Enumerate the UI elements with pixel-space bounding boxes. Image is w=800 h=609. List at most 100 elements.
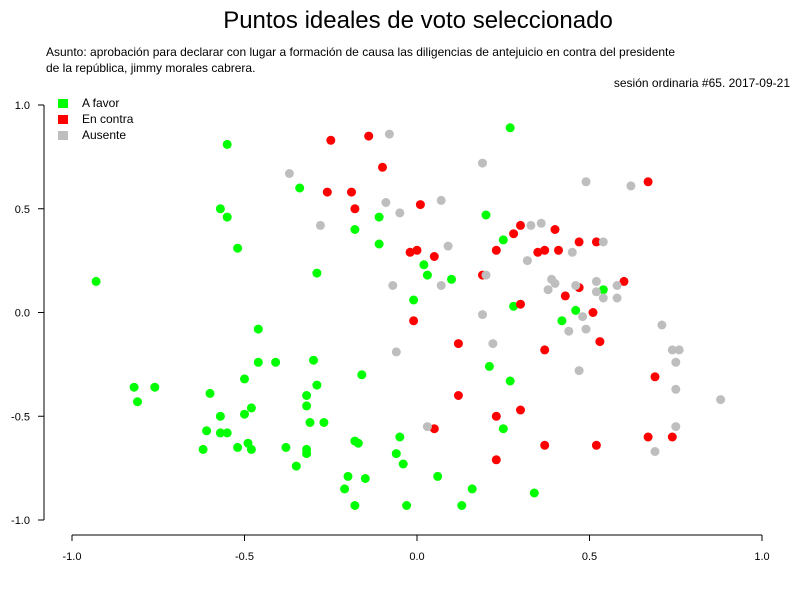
chart-subtitle-line-1: Asunto: aprobación para declarar con lug…: [46, 45, 675, 59]
data-point: [643, 432, 653, 442]
data-point: [591, 287, 601, 297]
data-point: [409, 316, 419, 326]
data-point: [284, 169, 294, 178]
data-point: [240, 409, 249, 419]
data-point: [578, 312, 588, 322]
data-point: [571, 305, 581, 315]
data-point: [540, 440, 550, 450]
data-point: [581, 177, 591, 187]
data-point: [447, 274, 456, 284]
legend-swatch: [58, 99, 68, 108]
data-point: [222, 212, 232, 222]
data-point: [498, 235, 508, 245]
data-point: [343, 471, 353, 481]
legend-label: A favor: [82, 96, 119, 110]
data-point: [574, 366, 584, 376]
data-point: [505, 376, 515, 386]
data-point: [246, 403, 256, 413]
chart-title: Puntos ideales de voto seleccionado: [223, 7, 613, 34]
data-point: [350, 204, 360, 214]
y-tick-label: 1.0: [15, 100, 30, 112]
data-point: [571, 281, 581, 290]
data-point: [374, 212, 384, 222]
data-point: [591, 440, 601, 450]
data-point: [671, 422, 681, 432]
data-point: [381, 198, 391, 207]
data-point: [433, 471, 443, 481]
legend-swatch: [58, 131, 68, 140]
data-points: [91, 123, 726, 510]
data-point: [671, 384, 681, 394]
data-point: [619, 276, 629, 286]
data-point: [716, 395, 726, 405]
data-point: [478, 310, 487, 320]
data-point: [215, 204, 225, 214]
data-point: [388, 281, 398, 290]
data-point: [505, 123, 515, 133]
data-point: [626, 181, 636, 191]
data-point: [253, 324, 263, 334]
data-point: [91, 276, 101, 286]
data-point: [415, 200, 425, 210]
data-point: [326, 135, 336, 145]
data-point: [319, 418, 329, 427]
data-point: [564, 326, 574, 336]
x-tick-label: 1.0: [754, 551, 769, 563]
data-point: [384, 129, 394, 139]
data-point: [667, 432, 677, 442]
data-point: [643, 177, 653, 187]
data-point: [588, 308, 598, 317]
data-point: [302, 391, 312, 400]
data-point: [215, 411, 225, 421]
data-point: [215, 428, 225, 438]
data-point: [554, 245, 563, 255]
data-point: [481, 270, 491, 280]
data-point: [312, 380, 322, 390]
data-point: [540, 245, 550, 255]
data-point: [312, 268, 322, 278]
y-tick-label: 0.0: [15, 308, 30, 320]
session-label: sesión ordinaria #65. 2017-09-21: [614, 76, 790, 90]
data-point: [516, 405, 525, 415]
data-point: [498, 424, 508, 434]
data-point: [271, 357, 281, 367]
data-point: [305, 418, 315, 427]
data-point: [246, 444, 256, 454]
axes: -1.0 -0.5 0.0 0.5 1.0 -1.0 -0.5 0.0 0.5 1.0: [11, 100, 770, 563]
data-point: [650, 447, 660, 456]
data-point: [129, 382, 139, 392]
data-point: [550, 278, 560, 288]
data-point: [240, 374, 249, 384]
data-point: [526, 220, 536, 230]
data-point: [540, 345, 550, 355]
data-point: [405, 247, 415, 257]
data-point: [436, 195, 446, 205]
data-point: [491, 245, 501, 255]
data-point: [598, 293, 608, 303]
data-point: [457, 501, 467, 510]
data-point: [409, 295, 419, 305]
y-tick-label: 0.5: [15, 204, 30, 216]
x-tick-label: -1.0: [63, 551, 82, 563]
data-point: [557, 316, 567, 326]
data-point: [598, 237, 608, 247]
data-point: [612, 281, 622, 290]
legend: A favor En contra Ausente: [58, 96, 134, 142]
data-point: [650, 372, 660, 382]
data-point: [667, 345, 677, 355]
chart-subtitle-line-2: de la república, jimmy morales cabrera.: [46, 61, 255, 75]
legend-label: En contra: [82, 112, 134, 126]
data-point: [309, 355, 318, 365]
data-point: [612, 293, 622, 303]
data-point: [429, 424, 439, 434]
y-tick-label: -0.5: [11, 411, 30, 423]
data-point: [222, 428, 232, 438]
data-point: [443, 241, 453, 251]
data-point: [595, 337, 605, 347]
data-point: [429, 252, 439, 261]
data-point: [233, 442, 243, 452]
legend-swatch: [58, 115, 68, 124]
data-point: [522, 256, 532, 266]
data-point: [567, 247, 577, 257]
